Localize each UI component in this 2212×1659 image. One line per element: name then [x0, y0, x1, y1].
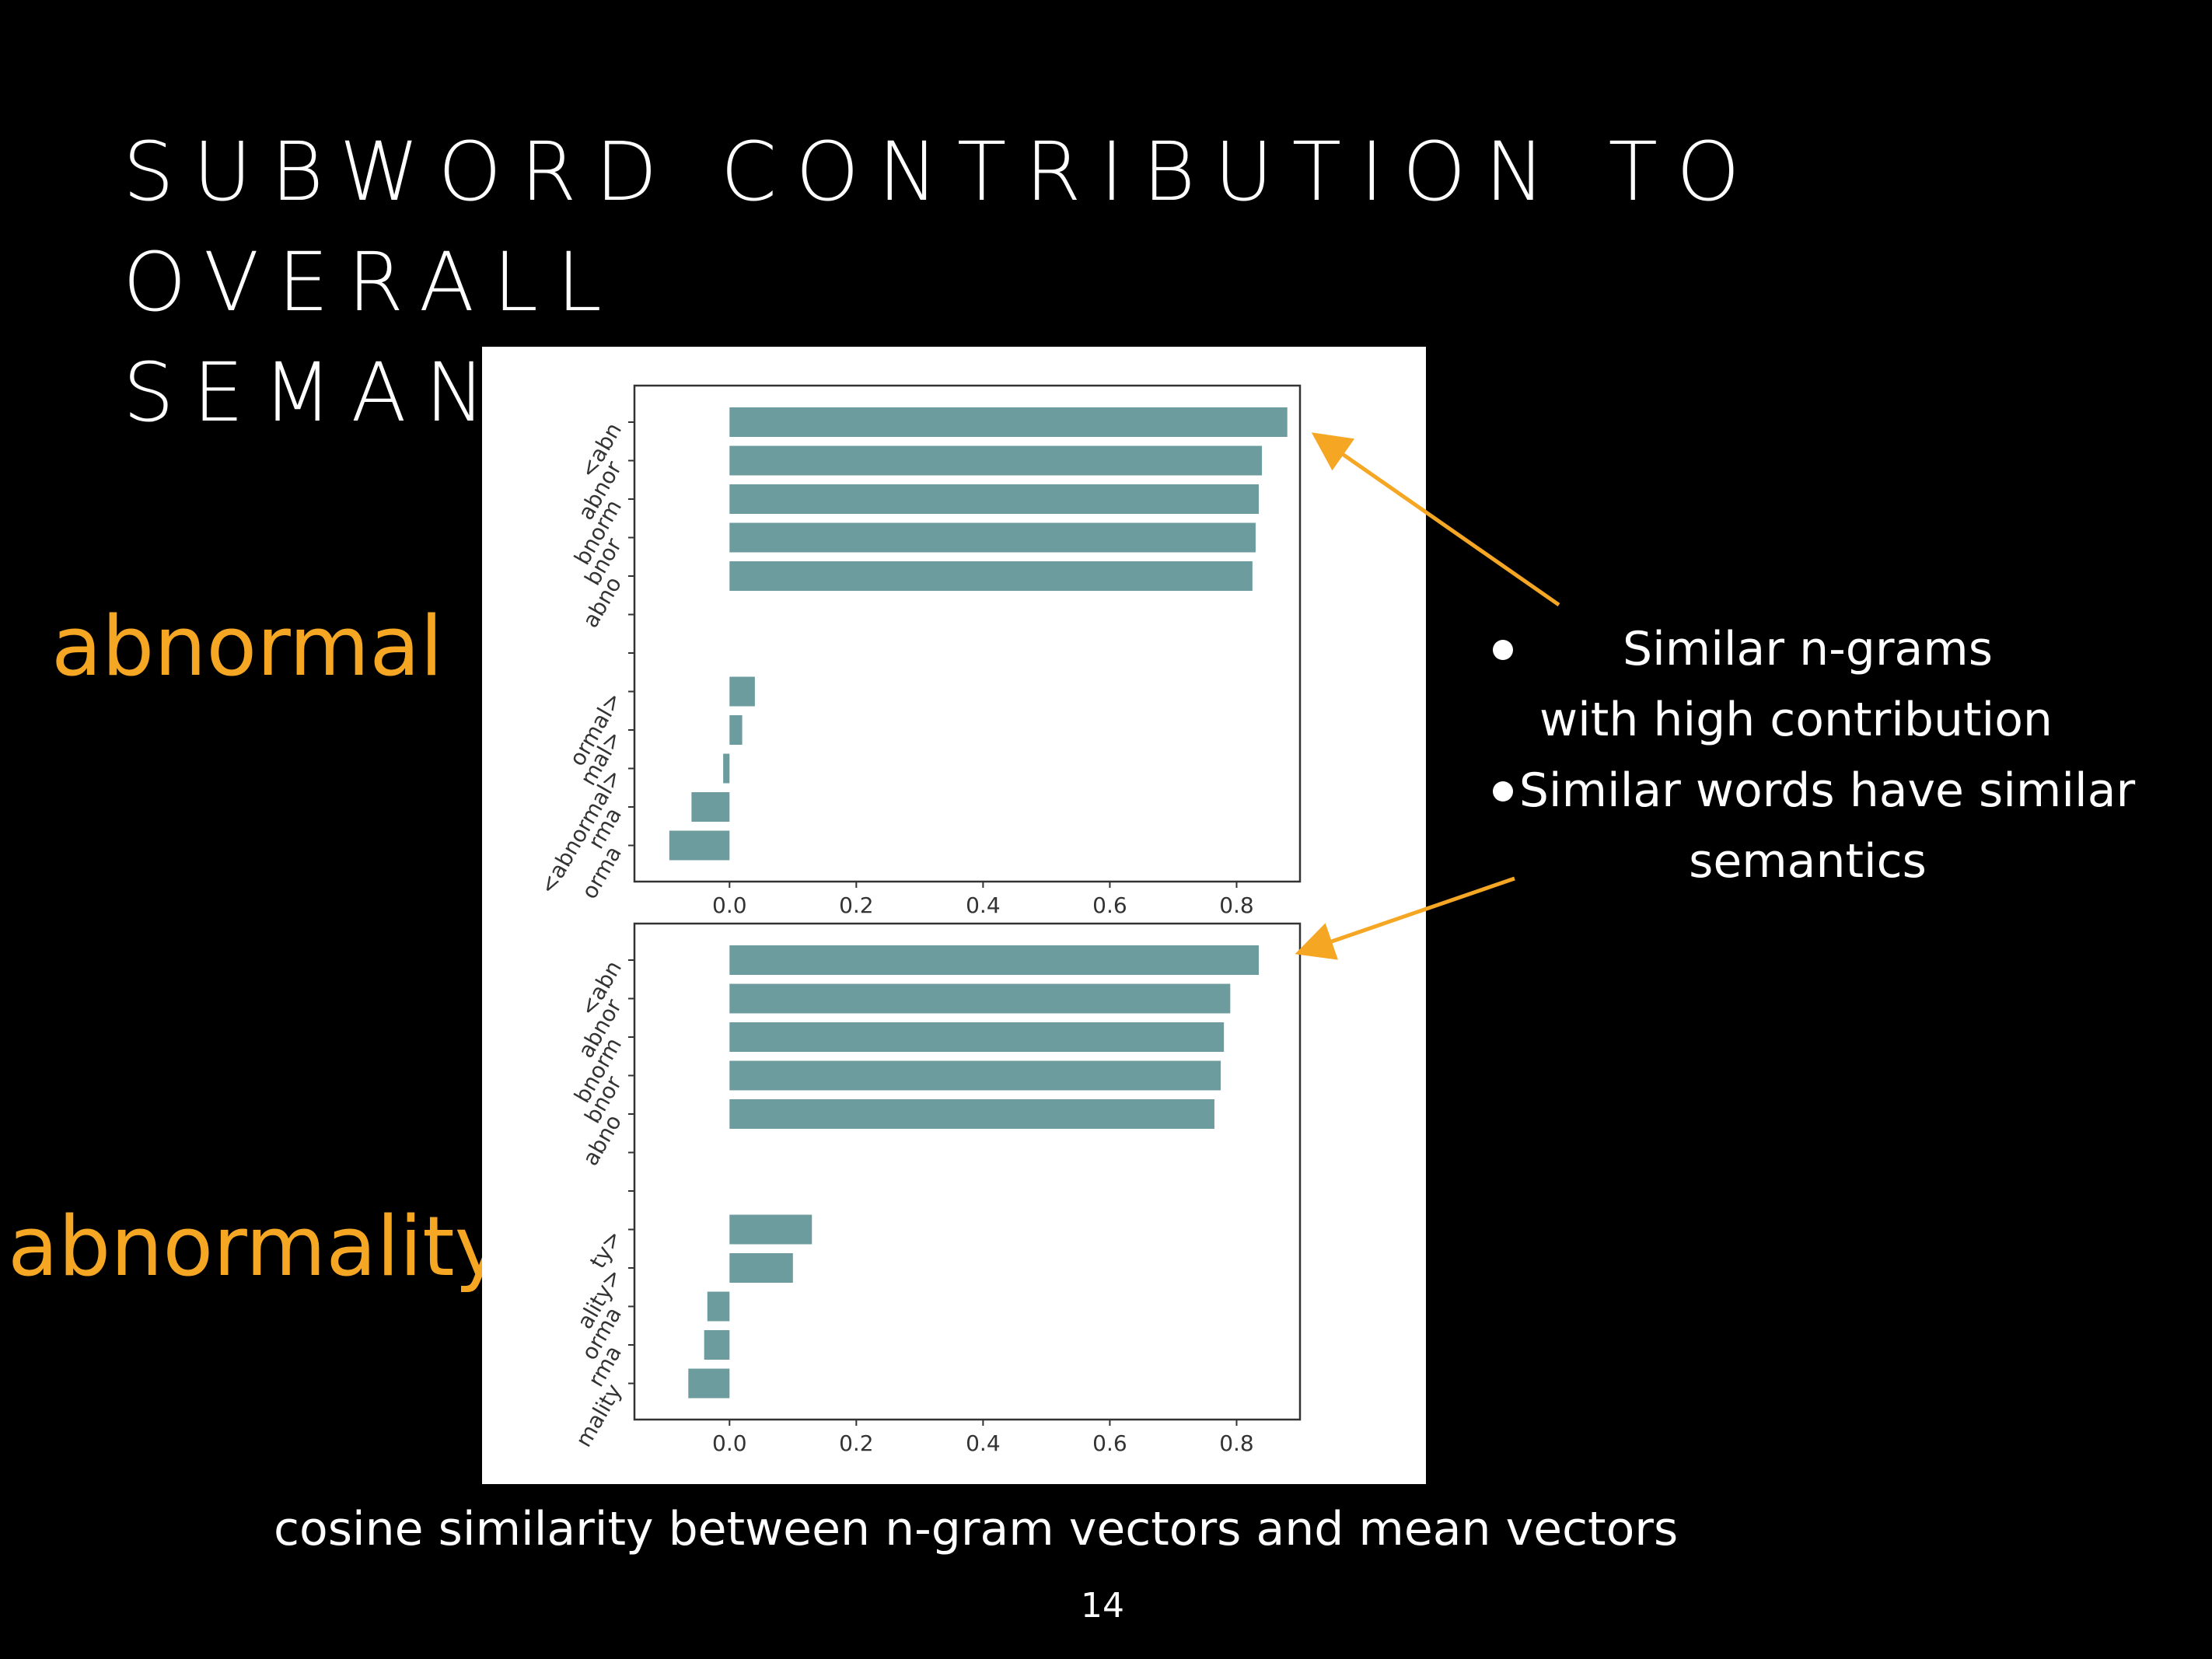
x-tick-label: 0.4 [966, 1430, 1001, 1456]
bar [729, 522, 1256, 553]
bullet-dot-2 [1493, 781, 1513, 802]
arrow-to-bottom-chart [1295, 876, 1515, 960]
arrow-to-top-chart [1311, 432, 1560, 607]
x-tick-label: 0.2 [839, 1430, 874, 1456]
bar [729, 407, 1288, 437]
bar [729, 1099, 1214, 1129]
bullet-list: Similar n-grams with high contribution S… [1477, 614, 2138, 897]
bar [729, 484, 1260, 514]
bullet-2-line2: semantics [1689, 834, 1927, 889]
x-tick-label: 0.0 [712, 892, 747, 918]
x-tick-label: 0.8 [1219, 892, 1254, 918]
bar [669, 830, 730, 861]
bullet-dot-1 [1493, 640, 1513, 660]
x-tick-label: 0.2 [839, 892, 874, 918]
x-tick-label: 0.8 [1219, 1430, 1254, 1456]
bar [707, 1291, 730, 1322]
bar [729, 945, 1260, 975]
bar [723, 753, 730, 784]
bullet-1-line2: with high contribution [1539, 693, 2053, 747]
x-tick-label: 0.6 [1092, 892, 1127, 918]
bar [691, 792, 730, 822]
bar [729, 445, 1263, 476]
page-number: 14 [1081, 1586, 1124, 1626]
bullet-1-line1: Similar n-grams [1623, 622, 1993, 676]
plot-frame [633, 922, 1302, 1421]
plot-frame [633, 384, 1302, 883]
word-label-abnormal: abnormal [51, 599, 443, 694]
word-label-abnormality: abnormality [8, 1199, 504, 1294]
x-tick-label: 0.6 [1092, 1430, 1127, 1456]
bar [729, 1060, 1221, 1091]
chart-caption: cosine similarity between n-gram vectors… [274, 1502, 1679, 1556]
x-tick-label: 0.0 [712, 1430, 747, 1456]
chart-svg: <abnabnorbnormbnorabnoormal>mal><abnorma… [534, 384, 1302, 1456]
bar [729, 715, 743, 745]
bar [729, 1022, 1225, 1052]
slide-title-line1: SUBWORD CONTRIBUTION TO OVERALL [123, 124, 1759, 330]
bar [688, 1368, 730, 1399]
bar [729, 561, 1253, 591]
bar [729, 983, 1231, 1014]
bar [729, 1214, 812, 1245]
chart-figure: <abn abnor bnorm bnor abno ormal> mal> <abnorma… [482, 347, 1426, 1484]
bar [729, 1253, 793, 1283]
bar [704, 1330, 730, 1360]
x-tick-label: 0.4 [966, 892, 1001, 918]
bar [729, 676, 755, 707]
bullet-2-line1: Similar words have similar [1518, 763, 2136, 818]
